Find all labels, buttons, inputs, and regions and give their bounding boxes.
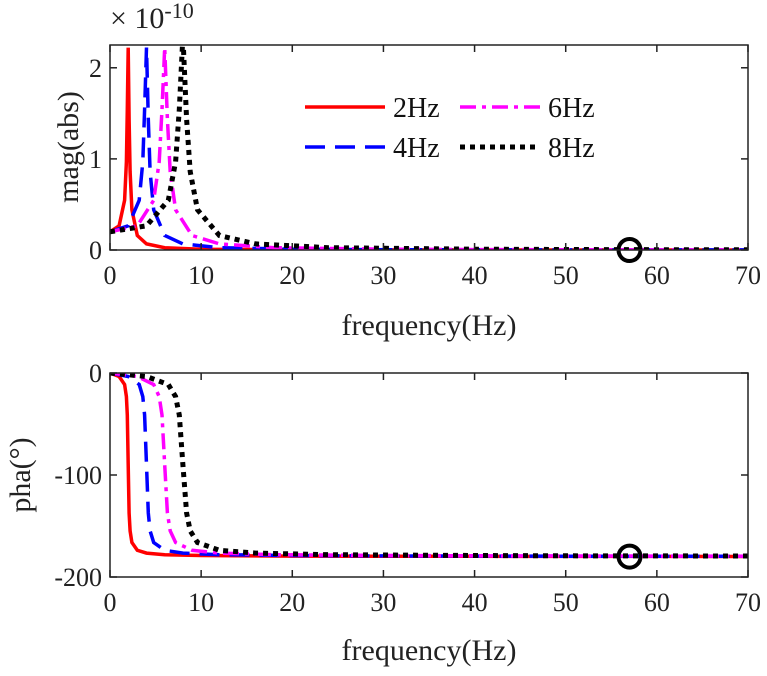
series-line-8Hz [110,45,748,250]
x-axis-label: frequency(Hz) [342,634,517,667]
x-tick-label: 60 [644,588,670,617]
series-group [110,373,748,559]
marker-circle [616,543,643,570]
phase-plot: frequency(Hz) pha(°) 0 10 20 30 40 50 60 70 -200… [4,359,761,667]
x-tick-label: 30 [370,588,396,617]
x-tick-label: 30 [370,261,396,290]
series-line-6Hz [110,373,748,558]
axes-box [109,44,749,251]
x-tick-label: 0 [104,261,117,290]
x-tick-label: 70 [735,261,761,290]
series-line-8Hz [110,373,748,559]
x-tick-label: 20 [279,588,305,617]
x-tick-label: 40 [462,588,488,617]
y-tick-label: 0 [89,236,102,265]
legend-label: 4Hz [393,133,440,164]
y-exponent-label: × 10-10 [110,0,194,35]
x-tick-label: 10 [188,588,214,617]
legend-label: 6Hz [548,93,595,124]
x-tick-label: 0 [104,588,117,617]
x-tick-label: 20 [279,261,305,290]
y-tick-label: -100 [54,461,102,490]
x-axis-label: frequency(Hz) [342,309,517,342]
series-line-2Hz [110,373,748,559]
y-tick-label: 0 [89,359,102,388]
x-tick-label: 60 [644,261,670,290]
magnitude-plot: × 10-10 frequency(Hz) mag(abs) 0 10 20 30 40… [52,0,761,342]
x-tick-label: 50 [553,588,579,617]
legend-label: 2Hz [393,93,440,124]
series-line-4Hz [110,47,748,250]
x-tick-label: 70 [735,588,761,617]
x-tick-label: 40 [462,261,488,290]
legend-label: 8Hz [548,133,595,164]
y-axis-label: pha(°) [4,437,37,512]
y-tick-label: 2 [89,54,102,83]
legend: 2Hz 4Hz 6Hz 8Hz [305,93,595,164]
x-tick-label: 50 [553,261,579,290]
y-tick-label: -200 [54,563,102,592]
y-axis-label: mag(abs) [52,91,85,203]
x-tick-label: 10 [188,261,214,290]
series-line-4Hz [110,373,748,559]
y-tick-label: 1 [89,145,102,174]
